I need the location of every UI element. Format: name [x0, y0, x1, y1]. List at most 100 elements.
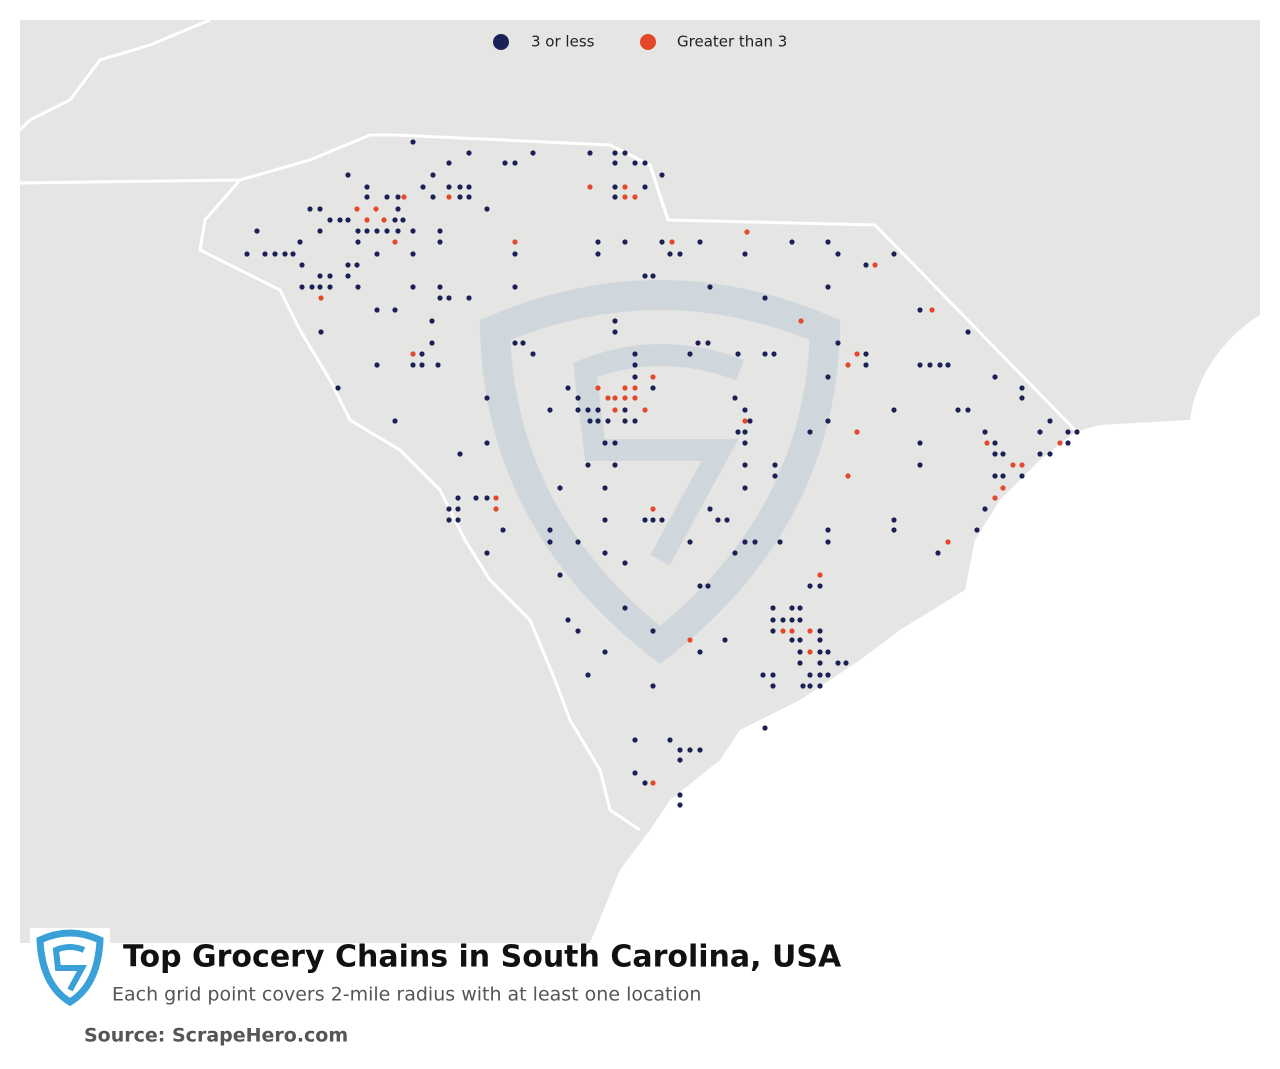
store-dot	[632, 362, 638, 368]
store-dot	[650, 385, 656, 391]
store-dot	[473, 495, 479, 501]
store-dot	[612, 395, 618, 401]
store-dot	[446, 295, 452, 301]
store-dot	[355, 239, 361, 245]
store-dot	[602, 517, 608, 523]
store-dot	[1019, 462, 1025, 468]
store-dot	[374, 362, 380, 368]
store-dot	[659, 239, 665, 245]
store-dot	[430, 172, 436, 178]
store-dot	[825, 374, 831, 380]
store-dot	[677, 802, 683, 808]
store-dot	[585, 672, 591, 678]
store-dot	[446, 184, 452, 190]
store-dot	[744, 229, 750, 235]
store-dot	[355, 228, 361, 234]
store-dot	[622, 407, 628, 413]
store-dot	[632, 194, 638, 200]
store-dot	[650, 683, 656, 689]
store-dot	[772, 462, 778, 468]
store-dot	[484, 395, 490, 401]
store-dot	[429, 340, 435, 346]
store-dot	[762, 351, 768, 357]
store-dot	[437, 228, 443, 234]
store-dot	[430, 194, 436, 200]
store-dot	[735, 429, 741, 435]
store-dot	[410, 351, 416, 357]
store-dot	[705, 340, 711, 346]
store-dot	[935, 550, 941, 556]
store-dot	[797, 605, 803, 611]
store-dot	[992, 451, 998, 457]
store-dot	[595, 385, 601, 391]
store-dot	[612, 329, 618, 335]
store-dot	[557, 485, 563, 491]
store-dot	[891, 251, 897, 257]
store-dot	[595, 239, 601, 245]
store-dot	[595, 418, 601, 424]
store-dot	[437, 295, 443, 301]
store-dot	[622, 239, 628, 245]
store-dot	[612, 462, 618, 468]
store-dot	[484, 440, 490, 446]
store-dot	[798, 318, 804, 324]
store-dot	[345, 217, 351, 223]
store-dot	[789, 239, 795, 245]
store-dot	[1019, 395, 1025, 401]
store-dot	[317, 273, 323, 279]
store-dot	[587, 418, 593, 424]
logo	[30, 928, 110, 1008]
store-dot	[835, 340, 841, 346]
store-dot	[435, 362, 441, 368]
store-dot	[327, 217, 333, 223]
store-dot	[290, 251, 296, 257]
store-dot	[780, 628, 786, 634]
store-dot	[1019, 385, 1025, 391]
store-dot	[595, 251, 601, 257]
store-dot	[697, 239, 703, 245]
store-dot	[575, 539, 581, 545]
store-dot	[667, 737, 673, 743]
store-dot	[642, 160, 648, 166]
store-dot	[955, 407, 961, 413]
store-dot	[807, 672, 813, 678]
store-dot	[307, 206, 313, 212]
store-dot	[747, 418, 753, 424]
store-dot	[742, 539, 748, 545]
store-dot	[466, 194, 472, 200]
store-dot	[612, 194, 618, 200]
store-dot	[650, 780, 656, 786]
store-dot	[854, 351, 860, 357]
store-dot	[650, 273, 656, 279]
store-dot	[446, 194, 452, 200]
store-dot	[466, 184, 472, 190]
store-dot	[622, 605, 628, 611]
store-dot	[585, 407, 591, 413]
store-dot	[697, 583, 703, 589]
store-dot	[863, 351, 869, 357]
store-dot	[917, 362, 923, 368]
store-dot	[373, 206, 379, 212]
store-dot	[825, 539, 831, 545]
dots	[244, 139, 1080, 808]
store-dot	[632, 737, 638, 743]
store-dot	[945, 539, 951, 545]
store-dot	[493, 495, 499, 501]
store-dot	[309, 284, 315, 290]
store-dot	[410, 362, 416, 368]
store-dot	[327, 284, 333, 290]
store-dot	[650, 628, 656, 634]
store-dot	[364, 217, 370, 223]
store-dot	[1037, 451, 1043, 457]
store-dot	[982, 506, 988, 512]
store-dot	[587, 184, 593, 190]
store-dot	[770, 672, 776, 678]
store-dot	[622, 184, 628, 190]
store-dot	[697, 649, 703, 655]
store-dot	[992, 495, 998, 501]
store-dot	[612, 407, 618, 413]
store-dot	[817, 649, 823, 655]
store-dot	[1047, 418, 1053, 424]
store-dot	[374, 251, 380, 257]
source: Source: ScrapeHero.com	[84, 1025, 348, 1047]
